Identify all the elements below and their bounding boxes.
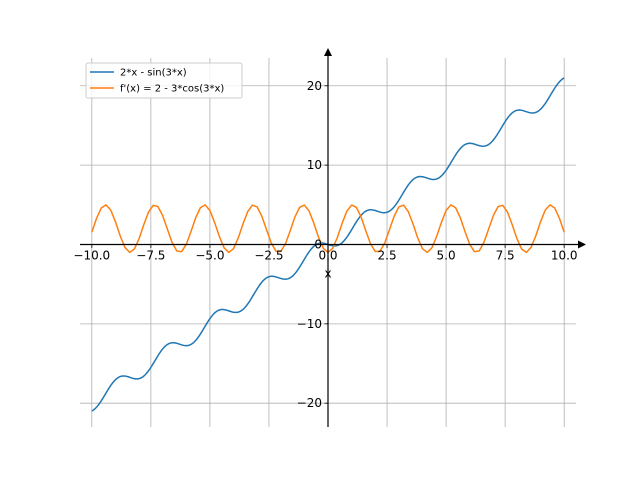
y-tick-label: 20 [307,79,322,93]
x-tick-label: −5.0 [195,248,224,262]
legend-label-1: f'(x) = 2 - 3*cos(3*x) [120,84,224,95]
x-tick-label: −10.0 [73,248,110,262]
legend: 2*x - sin(3*x) f'(x) = 2 - 3*cos(3*x) [85,62,243,99]
y-tick-label: −20 [297,396,322,410]
x-tick-label: 5.0 [437,248,456,262]
x-axis-label: x [324,266,331,280]
legend-label-0: 2*x - sin(3*x) [120,68,187,79]
y-tick-label: −10 [297,317,322,331]
x-tick-label: 2.5 [378,248,397,262]
y-tick-label: 10 [307,158,322,172]
x-axis-arrow-icon [578,240,586,249]
x-tick-label: −7.5 [136,248,165,262]
axes [80,48,586,427]
x-tick-label: 0.0 [318,248,337,262]
legend-frame [85,62,243,99]
y-tick-label: 0 [314,237,322,251]
ticks: −10.0 −7.5 −5.0 −2.5 0.0 2.5 5.0 7.5 10.0 −20 −10 0… [73,79,577,410]
y-axis-arrow-icon [324,48,332,56]
x-tick-label: 10.0 [551,248,578,262]
x-tick-label: 7.5 [496,248,515,262]
x-tick-label: −2.5 [254,248,283,262]
